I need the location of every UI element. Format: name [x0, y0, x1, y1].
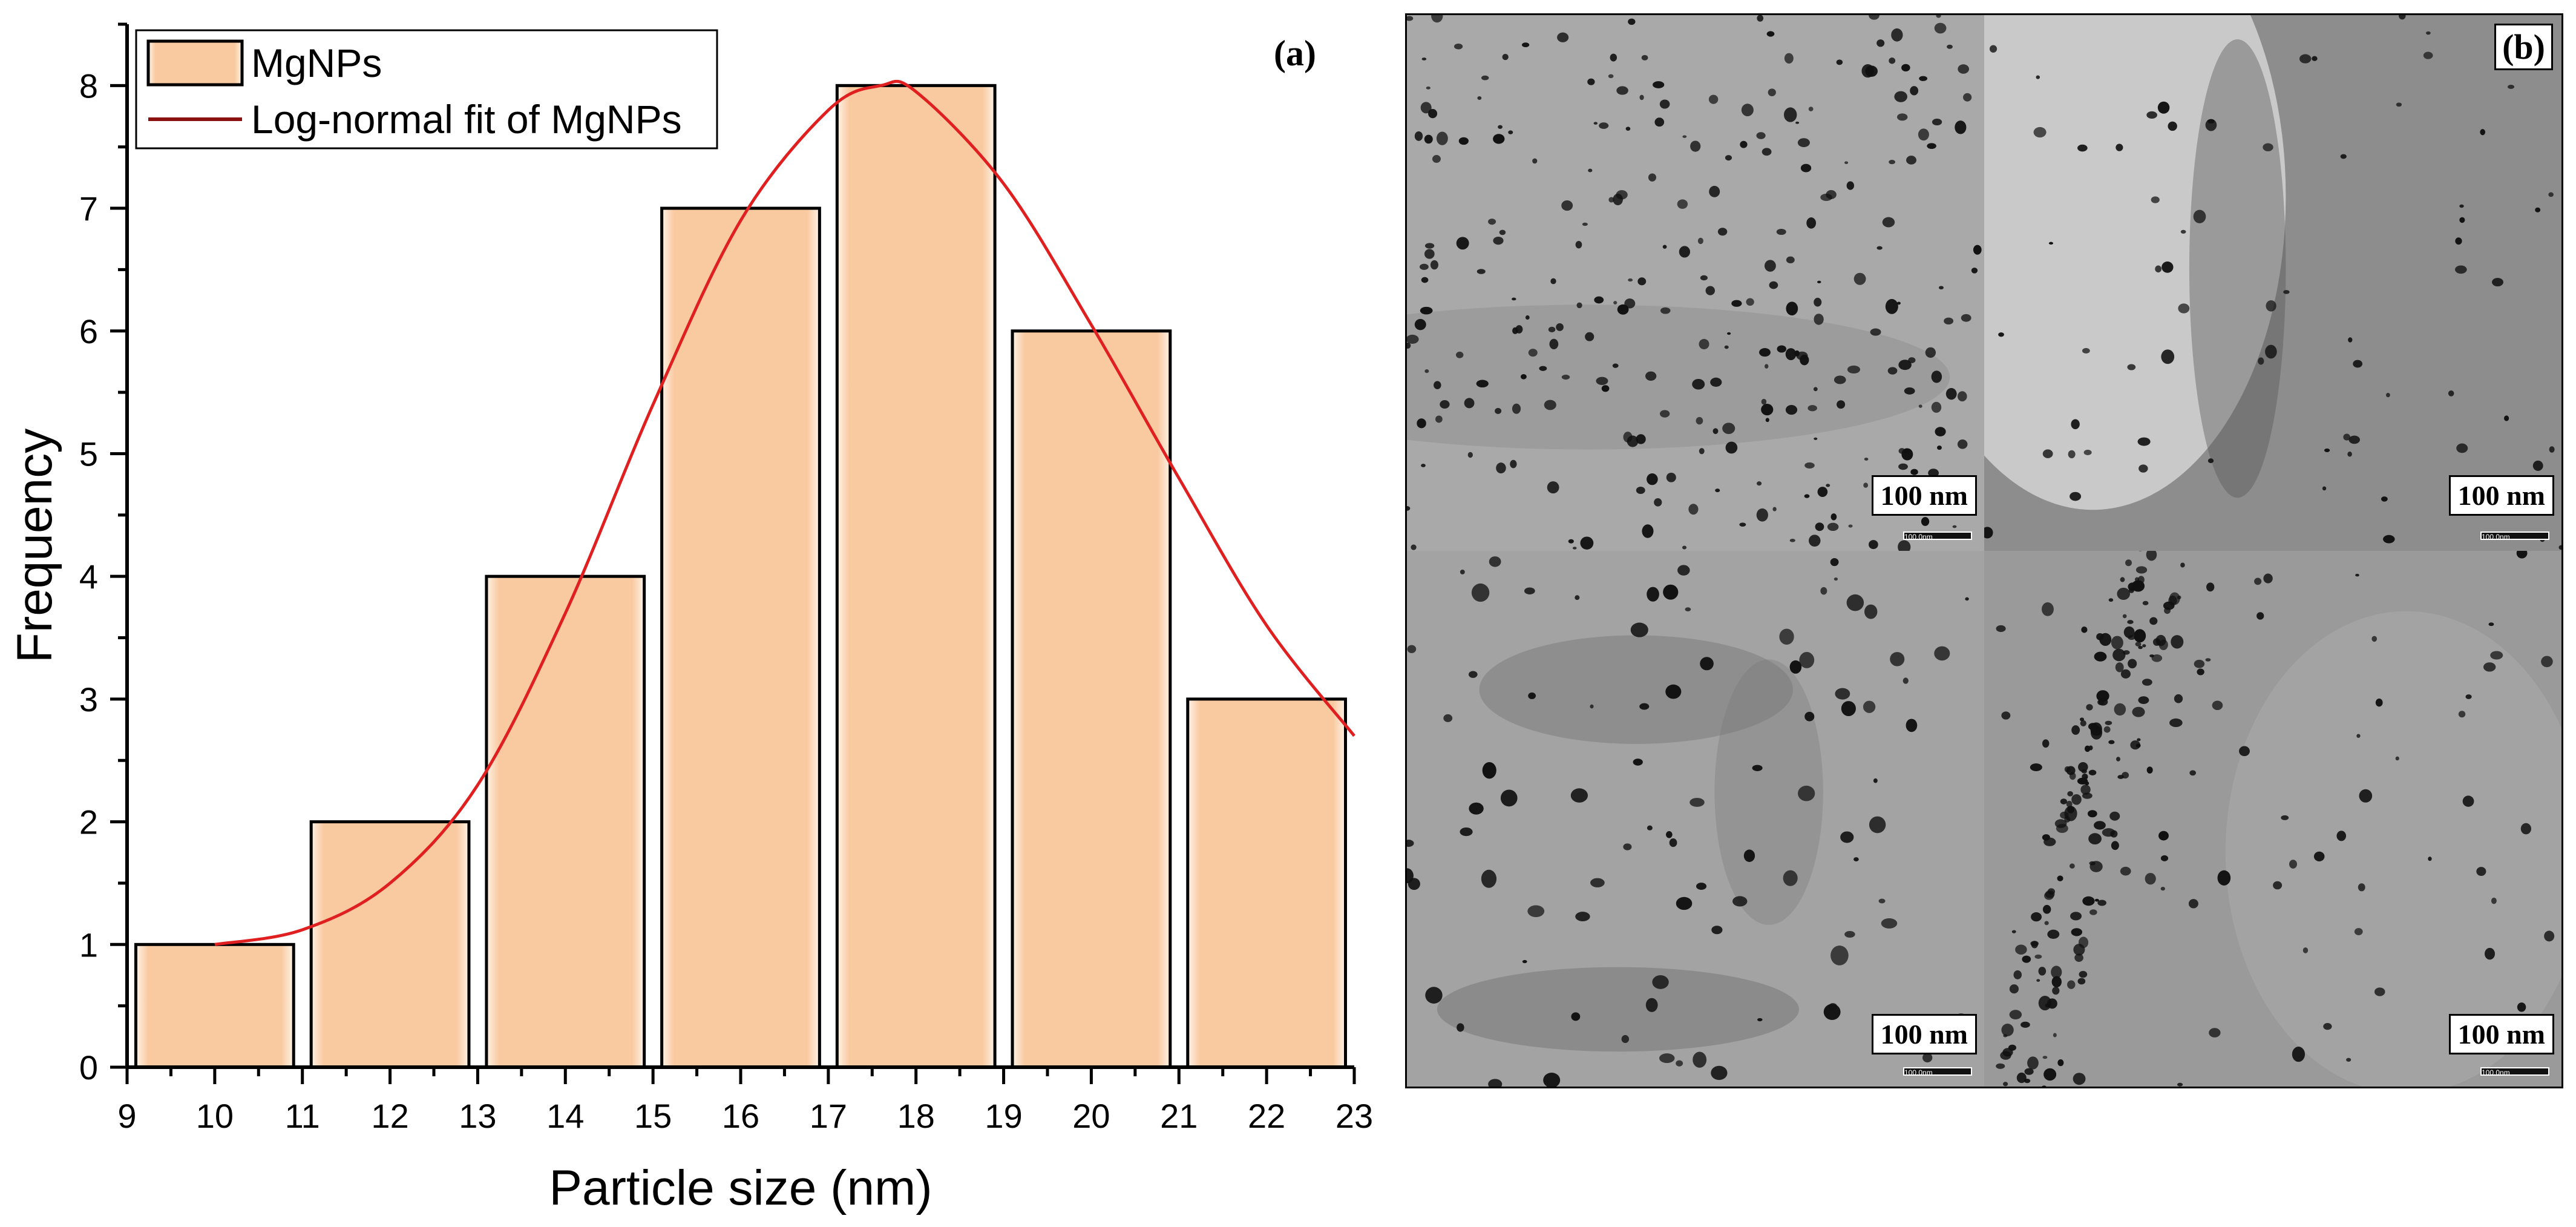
bar-2 [485, 574, 646, 1069]
x-tick-label: 15 [634, 1097, 672, 1135]
tem-image-1: 100 nm 100.0nm [1407, 15, 1984, 551]
histogram-panel: 9 10 11 12 13 14 15 16 17 18 19 20 21 22 23 0 1 2 3 4 5 6 7 8 F… [7, 22, 1373, 1215]
y-tick-label: 8 [79, 67, 98, 105]
y-tick-label: 3 [79, 680, 98, 719]
x-tick-label: 19 [985, 1097, 1022, 1135]
y-axis-title: Frequency [7, 429, 62, 663]
x-tick-label: 18 [897, 1097, 935, 1135]
legend-label-mgnps: MgNPs [251, 41, 382, 85]
x-tick-label: 13 [459, 1097, 496, 1135]
y-tick-label: 2 [79, 803, 98, 841]
legend-label-fit: Log-normal fit of MgNPs [251, 97, 682, 142]
x-tick-label: 20 [1072, 1097, 1110, 1135]
scale-bar-label: 100 nm [2448, 1014, 2554, 1054]
panel-label-a: (a) [1274, 33, 1316, 73]
scale-bar: 100.0nm [2480, 531, 2549, 541]
bar-6 [1186, 697, 1348, 1069]
tem-image-3: 100 nm 100.0nm [1407, 551, 1984, 1087]
x-tick-label: 11 [285, 1097, 320, 1135]
x-tick-label: 9 [117, 1097, 136, 1135]
x-axis-title: Particle size (nm) [549, 1160, 932, 1215]
x-tick-label: 23 [1336, 1097, 1373, 1135]
scale-bar: 100.0nm [1903, 1067, 1972, 1077]
tem-image-4: 100 nm 100.0nm [1984, 551, 2561, 1087]
scale-bar-label: 100 nm [1871, 1014, 1977, 1054]
y-tick-label: 1 [79, 926, 98, 964]
scale-bar: 100.0nm [1903, 531, 1972, 541]
x-tick-label: 22 [1248, 1097, 1285, 1135]
x-tick-label: 14 [546, 1097, 584, 1135]
bar-3 [660, 206, 821, 1069]
x-tick-label: 10 [196, 1097, 234, 1135]
bar-4 [835, 84, 997, 1069]
bar-1 [309, 820, 471, 1069]
y-tick-label: 0 [79, 1048, 98, 1087]
legend-swatch-bar [146, 39, 244, 87]
y-tick-label: 4 [79, 558, 98, 596]
scale-bar-label: 100 nm [2448, 475, 2554, 516]
bar-5 [1011, 329, 1172, 1069]
x-tick-label: 12 [371, 1097, 408, 1135]
panel-label-b: (b) [2494, 24, 2553, 70]
scale-bar-label: 100 nm [1871, 475, 1977, 516]
tem-image-2: 100 nm 100.0nm [1984, 15, 2561, 551]
y-tick-label: 7 [79, 189, 98, 228]
log-normal-fit-line [214, 79, 1355, 946]
x-tick-label: 17 [810, 1097, 847, 1135]
legend: MgNPs Log-normal fit of MgNPs [135, 29, 718, 150]
tem-image-panel: (b) 100 nm 100.0nm 100 nm 100.0nm 100 nm 100.… [1405, 13, 2563, 1088]
y-tick-label: 5 [79, 435, 98, 473]
y-tick-label: 6 [79, 312, 98, 350]
bar-0 [134, 942, 295, 1069]
x-tick-label: 16 [722, 1097, 759, 1135]
scale-bar: 100.0nm [2480, 1067, 2549, 1077]
bars-layer [134, 84, 1348, 1069]
x-tick-label: 21 [1160, 1097, 1198, 1135]
